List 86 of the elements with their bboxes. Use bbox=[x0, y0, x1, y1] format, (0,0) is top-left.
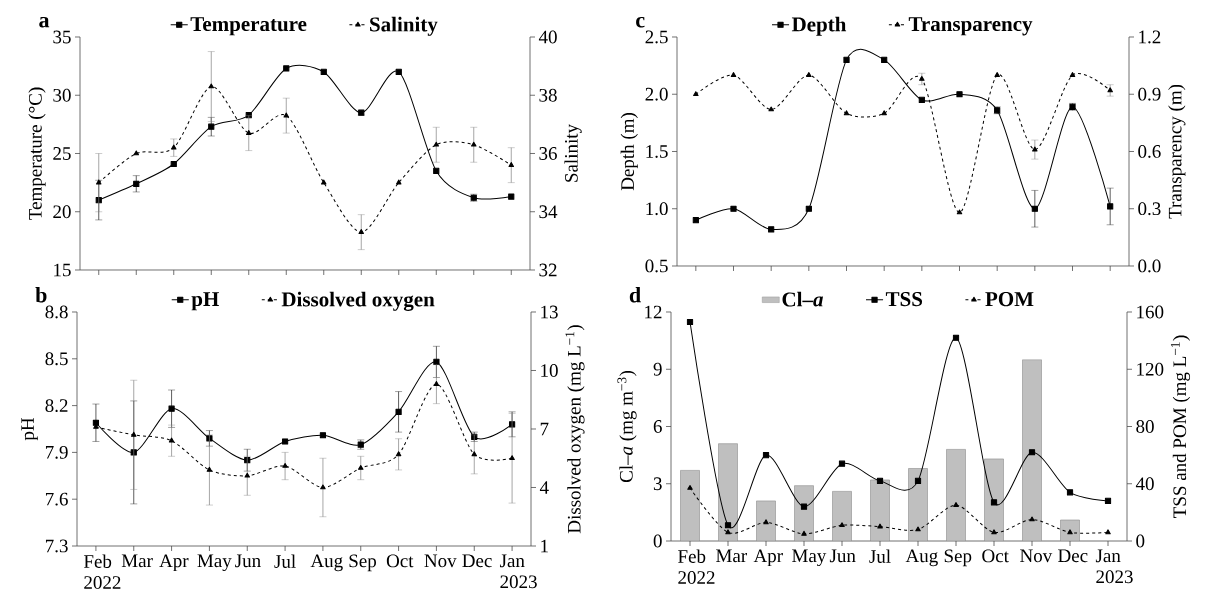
y-tick-label: 0.5 bbox=[645, 259, 668, 273]
y2-axis-title: Transparency (m) bbox=[1168, 84, 1186, 219]
y-tick-label: 6 bbox=[653, 420, 662, 433]
x-tick-label: Dec bbox=[462, 554, 492, 568]
legend-label: Cl–a bbox=[782, 291, 823, 307]
y2-tick-label: 0.0 bbox=[1138, 259, 1161, 273]
y2-tick-label: 10 bbox=[541, 364, 558, 377]
x-tick-label: Oct bbox=[982, 549, 1009, 563]
x-tick-label: Jul bbox=[869, 549, 891, 563]
x-tick-label: Sep bbox=[944, 549, 972, 567]
y-tick-label: 25 bbox=[53, 147, 71, 160]
x-tick-label: Jun bbox=[235, 554, 261, 568]
x-tick-label: Jan 2023 bbox=[499, 554, 537, 589]
y2-tick-label: 0.6 bbox=[1138, 145, 1161, 158]
y-tick-label: 20 bbox=[53, 205, 71, 219]
legend-label: Transparency bbox=[908, 17, 1033, 36]
legend-label: Depth bbox=[791, 16, 847, 36]
chart-title: a bbox=[39, 16, 50, 28]
x-tick-label: May bbox=[197, 554, 232, 572]
x-tick-label: Apr bbox=[753, 549, 783, 567]
y-axis-title: pH bbox=[21, 417, 38, 441]
y2-tick-label: 34 bbox=[539, 205, 558, 219]
x-tick-label: Mar bbox=[121, 554, 153, 568]
y-tick-label: 7.3 bbox=[45, 539, 68, 553]
y-tick-label: 30 bbox=[53, 88, 71, 102]
y-tick-label: 2.5 bbox=[645, 30, 668, 44]
y2-tick-label: 13 bbox=[541, 305, 558, 319]
x-tick-label: Apr bbox=[159, 554, 189, 572]
x-tick-label: Aug bbox=[310, 554, 343, 572]
y-tick-label: 7.9 bbox=[45, 445, 68, 459]
x-tick-label: Jan 2023 bbox=[1095, 549, 1133, 584]
y-tick-label: 3 bbox=[653, 477, 662, 491]
y2-tick-label: 38 bbox=[539, 88, 557, 102]
y-tick-label: 8.8 bbox=[45, 305, 68, 319]
x-tick-label: Nov bbox=[424, 554, 457, 568]
y-tick-label: 1.0 bbox=[646, 202, 668, 216]
y2-tick-label: 160 bbox=[1137, 305, 1164, 319]
legend-label: Temperature bbox=[190, 17, 307, 36]
y-tick-label: 0 bbox=[653, 534, 662, 548]
x-tick-label: Jun bbox=[829, 549, 856, 563]
legend-label: Salinity bbox=[370, 16, 438, 36]
y2-tick-label: 7 bbox=[540, 422, 549, 436]
y-tick-label: 8.2 bbox=[45, 399, 68, 413]
y-tick-label: 15 bbox=[54, 263, 71, 277]
y2-tick-label: 1.2 bbox=[1139, 30, 1161, 44]
chart-title: b bbox=[35, 286, 47, 303]
y2-axis-title: Salinity bbox=[564, 124, 582, 182]
y2-tick-label: 0 bbox=[1136, 534, 1145, 548]
y2-tick-label: 32 bbox=[539, 263, 557, 277]
x-tick-label: May bbox=[792, 549, 827, 567]
x-tick-label: Nov bbox=[1020, 549, 1053, 563]
y2-tick-label: 0.3 bbox=[1138, 202, 1161, 216]
x-tick-label: Mar bbox=[716, 549, 747, 563]
y2-tick-label: 40 bbox=[1135, 477, 1154, 491]
legend-label: TSS bbox=[885, 292, 923, 307]
y-tick-label: 9 bbox=[653, 362, 662, 376]
y-tick-label: 8.5 bbox=[45, 352, 68, 366]
y2-tick-label: 80 bbox=[1136, 420, 1154, 433]
x-tick-label: Aug bbox=[905, 549, 938, 567]
y2-tick-label: 0.9 bbox=[1138, 87, 1161, 101]
x-tick-label: Dec bbox=[1058, 549, 1088, 563]
y-tick-label: 1.5 bbox=[646, 145, 668, 158]
y-tick-label: 7.6 bbox=[45, 492, 68, 506]
x-tick-label: Oct bbox=[386, 554, 414, 568]
chart-title: d bbox=[629, 286, 641, 303]
y2-tick-label: 1 bbox=[541, 539, 548, 553]
y2-tick-label: 4 bbox=[539, 481, 549, 494]
x-tick-label: Jul bbox=[274, 554, 296, 568]
y-tick-label: 2.0 bbox=[645, 87, 668, 101]
y2-axis-title: Dissolved oxygen (mg L$^{−1}$) bbox=[565, 325, 585, 534]
legend-label: POM bbox=[985, 292, 1034, 307]
y-tick-label: 35 bbox=[53, 30, 71, 44]
y2-axis-title: TSS and POM (mg L$^{−1}$) bbox=[1170, 335, 1191, 518]
y-axis-title: Temperature (°C) bbox=[28, 87, 46, 220]
legend-label: pH bbox=[191, 292, 219, 311]
y2-tick-label: 120 bbox=[1137, 362, 1164, 376]
chart-title: c bbox=[636, 16, 645, 28]
y2-tick-label: 36 bbox=[539, 147, 557, 160]
legend-label: Dissolved oxygen bbox=[281, 291, 435, 311]
x-tick-label: Feb 2022 bbox=[678, 549, 715, 584]
y2-tick-label: 40 bbox=[538, 30, 557, 44]
x-tick-label: Feb 2022 bbox=[83, 554, 121, 589]
y-axis-title: Cl–a (mg m$^{−3}$) bbox=[617, 370, 637, 483]
y-tick-label: 12 bbox=[645, 305, 662, 319]
x-tick-label: Sep bbox=[349, 554, 376, 572]
y-axis-title: Depth (m) bbox=[620, 113, 638, 191]
